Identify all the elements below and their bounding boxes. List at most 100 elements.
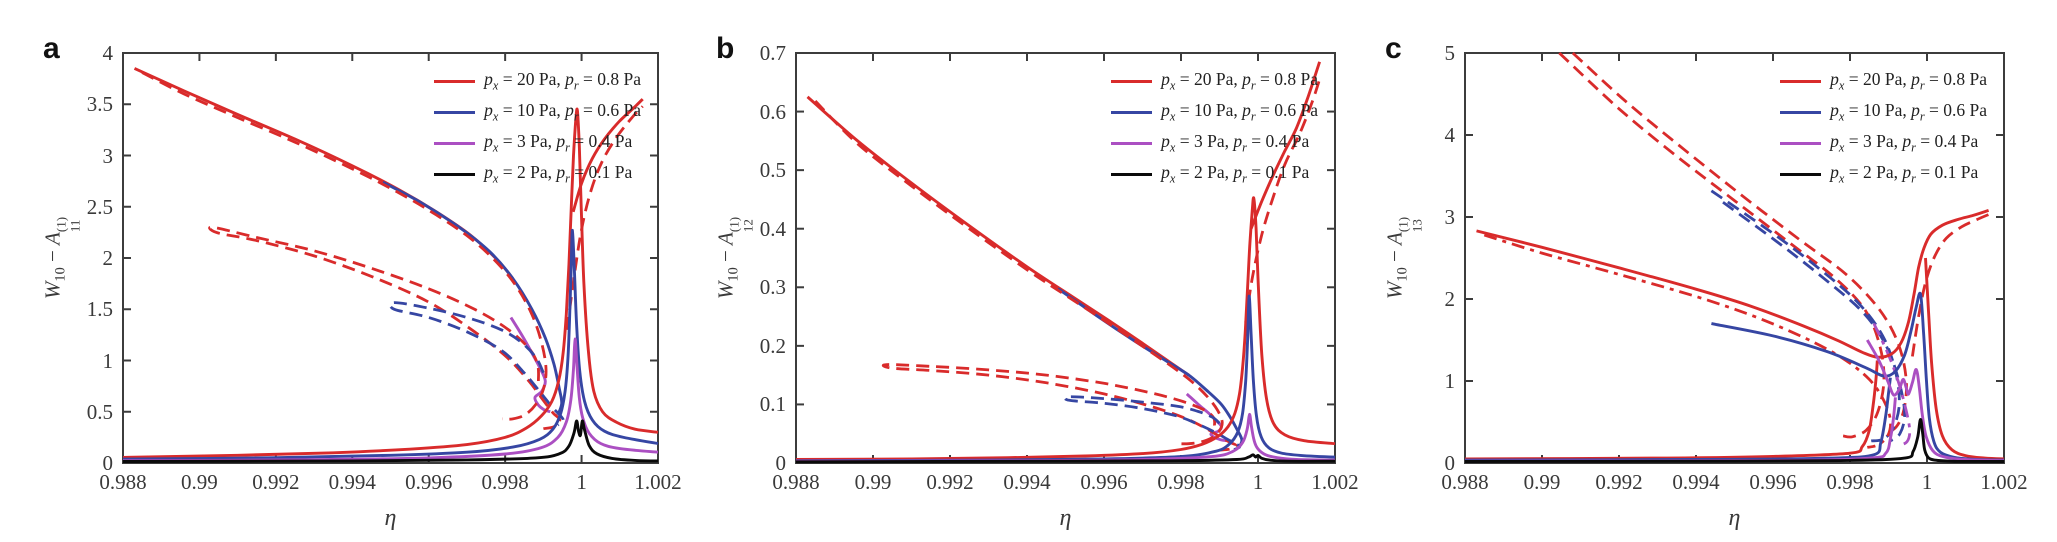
panel-c-curve-blue-vbranch xyxy=(1711,291,2005,462)
panel-c-ytick-5: 5 xyxy=(1444,41,1456,65)
panel-c-curve-blue-onset xyxy=(1464,377,1892,462)
panel-label-b: b xyxy=(716,32,735,65)
panel-a-xtick-0.996: 0.996 xyxy=(405,470,453,494)
panel-a-legend: px = 20 Pa, pr = 0.8 Pa px = 10 Pa, pr = … xyxy=(434,66,641,190)
legend-line-sample-red xyxy=(1111,79,1153,84)
panel-b-legend-entry-3: px = 3 Pa, pr = 0.4 Pa xyxy=(1111,128,1318,159)
panel-a-curve-purple-resonance xyxy=(122,337,659,463)
legend-entry-text: px = 20 Pa, pr = 0.8 Pa xyxy=(1830,69,1987,93)
panel-a-ytick-2: 2 xyxy=(102,246,114,270)
legend-entry-text: px = 2 Pa, pr = 0.1 Pa xyxy=(1161,162,1310,186)
legend-line-sample-black xyxy=(1111,172,1153,177)
legend-line-sample-black xyxy=(434,172,476,177)
panel-b-legend-entry-1: px = 20 Pa, pr = 0.8 Pa xyxy=(1111,66,1318,97)
panel-a-curve-red-upper-unstable xyxy=(141,71,548,421)
panel-a-ytick-3.5: 3.5 xyxy=(86,92,113,117)
legend-line-sample-red xyxy=(1780,79,1822,84)
legend-entry-text: px = 20 Pa, pr = 0.8 Pa xyxy=(484,69,641,93)
panel-b-ytick-0.3: 0.3 xyxy=(759,275,786,300)
panel-b-curve-black-resonance xyxy=(795,453,1336,464)
panel-c-xtick-1: 1 xyxy=(1921,470,1933,494)
panel-c-curve-red-onset xyxy=(1464,360,1879,461)
panel-a-legend-entry-4: px = 2 Pa, pr = 0.1 Pa xyxy=(434,159,641,190)
panel-b-ytick-0: 0 xyxy=(775,451,787,475)
legend-entry-text: px = 3 Pa, pr = 0.4 Pa xyxy=(484,131,633,155)
panel-c-xtick-0.992: 0.992 xyxy=(1595,470,1643,494)
panel-a-ytick-1: 1 xyxy=(102,348,114,373)
panel-b-legend-entry-4: px = 2 Pa, pr = 0.1 Pa xyxy=(1111,159,1318,190)
legend-entry-text: px = 2 Pa, pr = 0.1 Pa xyxy=(1830,162,1979,186)
panel-c-curve-blue-steep-unstable-2 xyxy=(1722,201,1907,443)
panel-a-ytick-0: 0 xyxy=(102,451,114,475)
panel-a-xtick-0.994: 0.994 xyxy=(328,470,376,494)
panel-a-xtick-1: 1 xyxy=(576,470,587,494)
panel-c-curve-purple-vbranch xyxy=(1866,339,2005,463)
panel-a-legend-entry-3: px = 3 Pa, pr = 0.4 Pa xyxy=(434,128,641,159)
panel-a-ytick-0.5: 0.5 xyxy=(86,399,113,424)
legend-line-sample-black xyxy=(1780,172,1822,177)
panel-c-curve-black-resonance xyxy=(1464,418,2005,463)
panel-a-xtick-0.992: 0.992 xyxy=(252,470,300,494)
panel-c-xtick-0.996: 0.996 xyxy=(1749,470,1797,494)
panel-b-ytick-0.5: 0.5 xyxy=(759,158,786,183)
panel-c-ytick-3: 3 xyxy=(1444,205,1456,229)
panel-c-legend-entry-4: px = 2 Pa, pr = 0.1 Pa xyxy=(1780,159,1987,190)
panel-c-xtick-0.998: 0.998 xyxy=(1826,470,1874,494)
panel-b-curve-red-isola-unstable xyxy=(881,363,1238,452)
panel-b-xtick-0.998: 0.998 xyxy=(1157,470,1205,494)
panel-a-ytick-2.5: 2.5 xyxy=(86,194,113,219)
panel-b-ytick-0.6: 0.6 xyxy=(759,99,786,124)
panel-c-legend: px = 20 Pa, pr = 0.8 Pa px = 10 Pa, pr = … xyxy=(1780,66,1987,190)
panel-a-ticks xyxy=(122,52,659,464)
panel-b-ylabel: W10 − A (1) 12 xyxy=(713,216,755,300)
legend-entry-text: px = 10 Pa, pr = 0.6 Pa xyxy=(1830,100,1987,124)
legend-entry-text: px = 2 Pa, pr = 0.1 Pa xyxy=(484,162,633,186)
legend-line-sample-blue xyxy=(1111,110,1153,115)
panel-b-ytick-0.2: 0.2 xyxy=(759,333,786,358)
panel-b-curve-red-postres-stable xyxy=(1249,61,1321,230)
panel-a-ytick-1.5: 1.5 xyxy=(86,297,113,322)
panel-c-curve-red-right-flank xyxy=(1924,257,2005,461)
panel-a-curve-red-postres-stable xyxy=(571,98,644,213)
panel-c-legend-entry-3: px = 3 Pa, pr = 0.4 Pa xyxy=(1780,128,1987,159)
panel-a-curve-blue-upper-stable xyxy=(382,180,564,416)
panel-a-ylabel: W10 − A (1) 11 xyxy=(40,216,82,300)
legend-line-sample-red xyxy=(434,79,476,84)
panel-b-legend: px = 20 Pa, pr = 0.8 Pa px = 10 Pa, pr = … xyxy=(1111,66,1318,190)
panel-b-xtick-0.994: 0.994 xyxy=(1003,470,1051,494)
panel-b-xtick-1: 1 xyxy=(1252,470,1264,494)
panel-c-curve-blue-steep-unstable-1 xyxy=(1710,189,1901,443)
panel-c-curve-red-vbranch-unstable xyxy=(1483,233,1892,449)
panel-a-curve-red-resonance xyxy=(122,107,659,459)
legend-line-sample-blue xyxy=(434,110,476,115)
panel-b-series-group xyxy=(795,61,1336,464)
panel-c-curve-red-vbranch xyxy=(1476,209,1990,359)
panel-c-xtick-0.994: 0.994 xyxy=(1672,470,1720,494)
legend-line-sample-blue xyxy=(1780,110,1822,115)
panel-c-ylabel: W10 − A (1) 13 xyxy=(1382,216,1424,300)
panel-a-ytick-4: 4 xyxy=(102,41,114,65)
panel-b-curve-red-resonance xyxy=(795,196,1336,461)
legend-entry-text: px = 3 Pa, pr = 0.4 Pa xyxy=(1161,131,1310,155)
legend-entry-text: px = 10 Pa, pr = 0.6 Pa xyxy=(484,100,641,124)
panel-b-ytick-0.4: 0.4 xyxy=(759,216,786,241)
panel-b-xtick-1.002: 1.002 xyxy=(1311,470,1359,494)
panel-a-curve-red-isola-unstable xyxy=(208,225,562,431)
panel-b-curve-red-upper-unstable xyxy=(814,100,1224,446)
legend-line-sample-purple xyxy=(434,141,476,146)
panel-b-curve-red-postres-unstable xyxy=(1244,78,1321,323)
legend-line-sample-purple xyxy=(1111,141,1153,146)
panel-b-curve-red-upper-stable xyxy=(806,95,1190,377)
panel-a-legend-entry-1: px = 20 Pa, pr = 0.8 Pa xyxy=(434,66,641,97)
panel-a-series-group xyxy=(122,67,659,463)
panel-a-ytick-3: 3 xyxy=(102,143,114,168)
panel-b-ytick-0.7: 0.7 xyxy=(759,41,786,65)
panel-c-legend-entry-1: px = 20 Pa, pr = 0.8 Pa xyxy=(1780,66,1987,97)
panel-a-curve-red-postres-unstable xyxy=(565,105,644,330)
panel-label-a: a xyxy=(43,32,60,65)
panel-c-legend-entry-2: px = 10 Pa, pr = 0.6 Pa xyxy=(1780,97,1987,128)
panel-b-legend-entry-2: px = 10 Pa, pr = 0.6 Pa xyxy=(1111,97,1318,128)
panel-a-legend-entry-2: px = 10 Pa, pr = 0.6 Pa xyxy=(434,97,641,128)
